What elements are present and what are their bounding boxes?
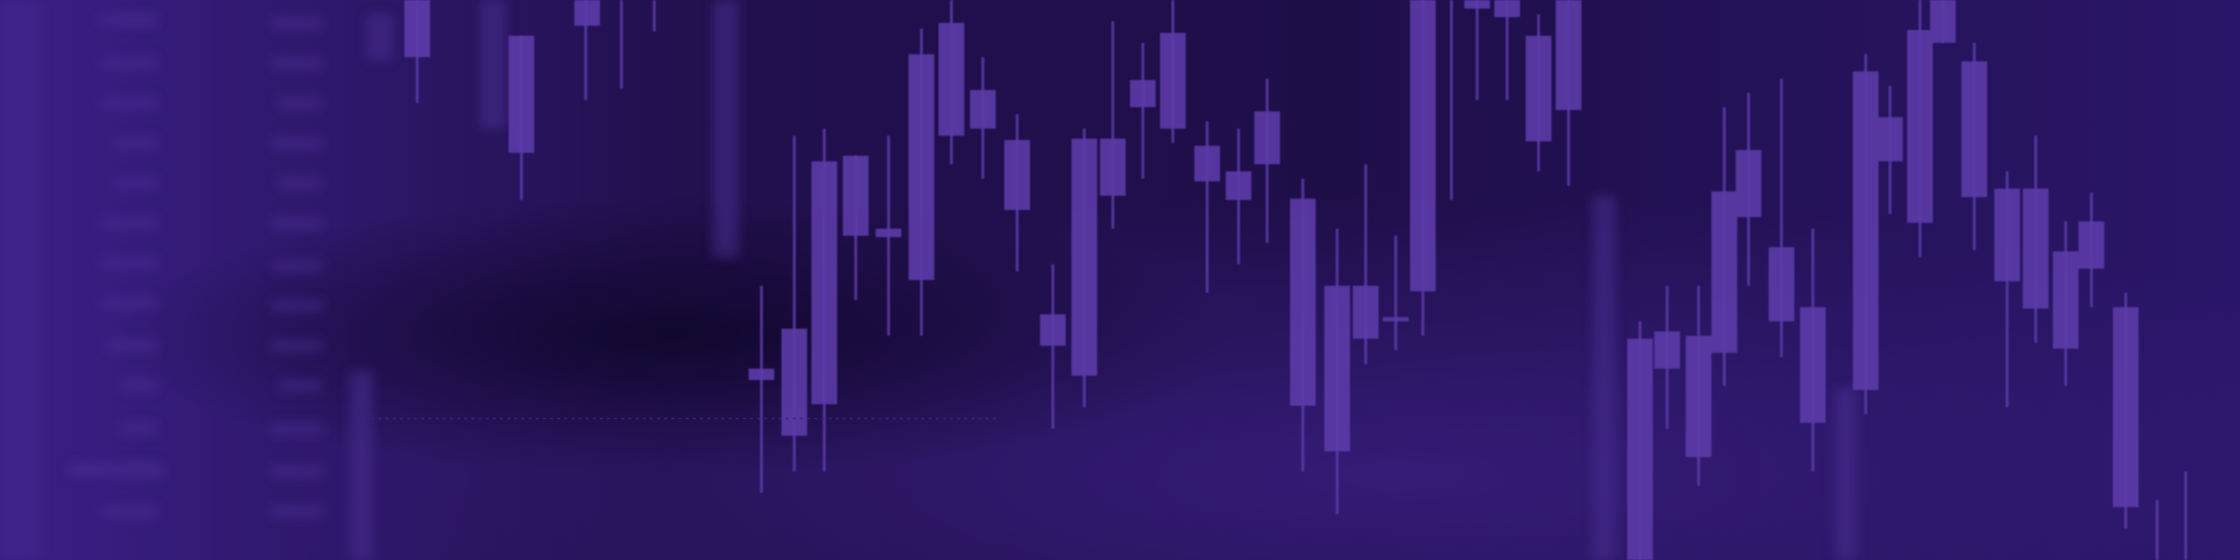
candle-bodies [404,0,2139,560]
blurred-scale [0,0,323,560]
faint-candles [350,0,1858,560]
